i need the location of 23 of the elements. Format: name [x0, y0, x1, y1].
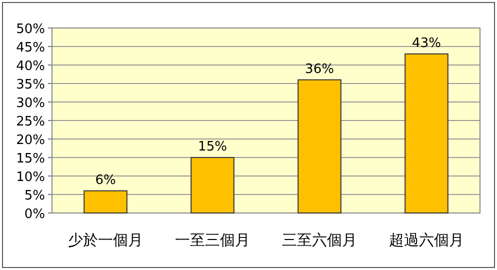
data-label: 6%: [95, 172, 116, 188]
y-tick-label: 35%: [16, 78, 45, 92]
bar: [190, 157, 234, 214]
y-tick-label: 30%: [16, 96, 45, 111]
y-tick-label: 5%: [24, 188, 45, 204]
bar: [298, 79, 342, 214]
bar: [404, 53, 448, 214]
x-tick-label: 超過六個月: [389, 231, 464, 249]
x-tick-label: 一至三個月: [175, 231, 250, 249]
bar: [84, 190, 128, 214]
y-tick-label: 15%: [16, 152, 45, 166]
data-label: 43%: [412, 36, 441, 51]
data-label: 36%: [305, 62, 334, 77]
x-tick-label: 少於一個月: [68, 231, 143, 249]
y-tick-label: 10%: [16, 170, 45, 185]
data-label: 15%: [198, 140, 227, 154]
x-tick-label: 三至六個月: [282, 231, 357, 249]
y-tick-label: 20%: [16, 133, 45, 148]
y-tick-label: 40%: [16, 59, 45, 74]
y-tick-label: 25%: [16, 114, 45, 130]
y-tick-label: 0%: [24, 207, 45, 222]
y-tick-label: 45%: [16, 40, 45, 56]
y-tick-label: 50%: [16, 22, 45, 37]
